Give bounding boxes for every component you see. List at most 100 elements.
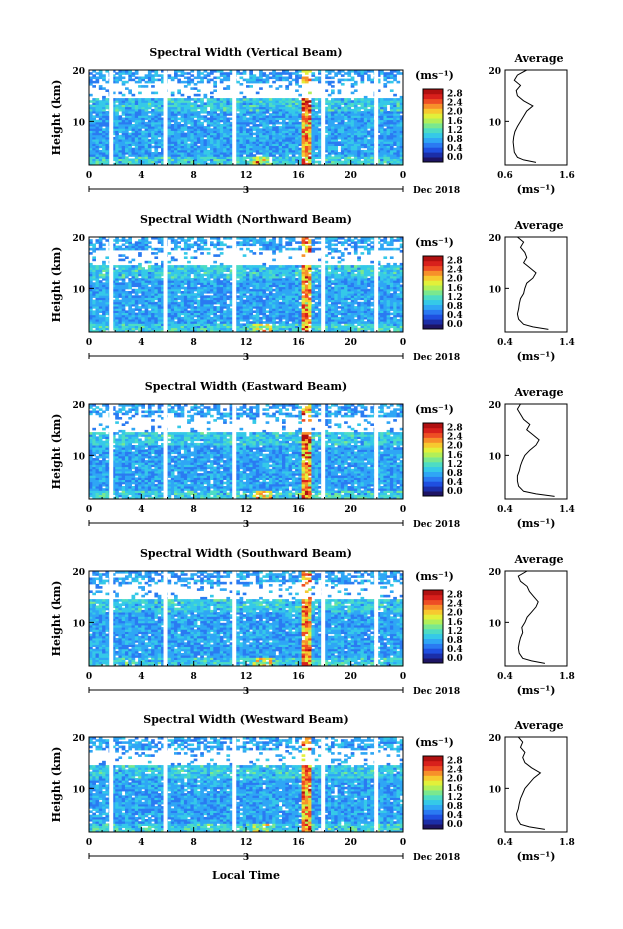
heatmap-cell [144, 80, 149, 84]
heatmap-cell [288, 162, 293, 166]
heatmap-cell [125, 98, 129, 101]
heatmap-cell [399, 145, 404, 149]
heatmap-cell [246, 156, 250, 159]
heatmap-cell [337, 141, 342, 144]
heatmap-cell [206, 295, 211, 298]
heatmap-cell [203, 149, 208, 153]
heatmap-cell [95, 98, 100, 101]
heatmap-cell [265, 162, 270, 166]
heatmap-cell [161, 145, 165, 149]
heatmap-cell [174, 158, 178, 162]
panel-title: Spectral Width (Northward Beam) [140, 213, 352, 226]
heatmap-cell [115, 104, 119, 108]
heatmap-cell [170, 147, 175, 151]
heatmap-cell [236, 152, 240, 155]
heatmap-cell [389, 89, 394, 92]
heatmap-cell [219, 147, 224, 151]
heatmap-cell [360, 162, 365, 166]
heatmap-cell [157, 145, 162, 149]
heatmap-cell [236, 301, 240, 305]
heatmap-cell [167, 74, 172, 77]
heatmap-cell [118, 149, 123, 153]
heatmap-cell [138, 76, 142, 80]
heatmap-cell [288, 145, 293, 149]
heatmap-cell [170, 162, 175, 166]
colorbar-bin [423, 113, 443, 119]
heatmap-cell [128, 160, 132, 164]
heatmap-cell [239, 162, 244, 166]
heatmap-cell [239, 156, 244, 159]
heatmap-cell [288, 72, 293, 75]
heatmap-cell [272, 158, 276, 162]
heatmap-cell [203, 126, 208, 129]
heatmap-cell [125, 156, 129, 159]
heatmap-cell [111, 162, 116, 166]
heatmap-cell [161, 152, 165, 155]
heatmap-cell [151, 154, 155, 157]
heatmap-cell [190, 147, 195, 151]
colorbar-bin [423, 103, 443, 109]
heatmap-cell [239, 152, 244, 155]
heatmap-cell [396, 145, 401, 149]
heatmap-cell [255, 124, 260, 127]
heatmap-cell [308, 78, 312, 82]
heatmap-cell [219, 160, 224, 164]
heatmap-cell [210, 295, 214, 298]
heatmap-cell [278, 85, 283, 88]
heatmap-cell [363, 321, 368, 324]
heatmap-cell [275, 149, 280, 153]
heatmap-cell [141, 156, 145, 159]
heatmap-cell [213, 154, 217, 157]
heatmap-cell [344, 78, 348, 82]
heatmap-cell [180, 154, 185, 157]
heatmap-cell [102, 95, 106, 99]
heatmap-cell [174, 154, 178, 157]
heatmap-cell [226, 162, 231, 166]
heatmap-cell [242, 160, 247, 164]
heatmap-cell [242, 299, 247, 303]
heatmap-cell [229, 158, 234, 162]
heatmap-cell [367, 130, 371, 134]
heatmap-cell [141, 152, 145, 155]
heatmap-cell [141, 160, 145, 164]
heatmap-cell [278, 147, 283, 151]
heatmap-cell [190, 74, 195, 77]
heatmap-cell [183, 160, 188, 164]
heatmap-cell [213, 149, 217, 153]
heatmap-cell [246, 149, 250, 153]
heatmap-cell [157, 139, 162, 142]
heatmap-cell [210, 128, 214, 131]
heatmap-cell [380, 149, 384, 153]
heatmap-cell [363, 160, 368, 164]
heatmap-cell [236, 149, 240, 153]
heatmap-cell [259, 145, 263, 149]
heatmap-cell [187, 310, 191, 313]
heatmap-cell [177, 74, 181, 77]
heatmap-cell [98, 162, 103, 166]
heatmap-cell [298, 162, 302, 166]
heatmap-cell [187, 154, 191, 157]
heatmap-cell [223, 156, 227, 159]
heatmap-cell [360, 111, 365, 114]
heatmap-cell [282, 160, 286, 164]
heatmap-cell [282, 156, 286, 159]
heatmap-cell [111, 158, 116, 162]
heatmap-cell [216, 113, 221, 116]
heatmap-cell [399, 162, 404, 166]
heatmap-cell [265, 74, 270, 77]
heatmap-cell [360, 149, 365, 153]
heatmap-cell [252, 136, 257, 140]
heatmap-cell [128, 89, 132, 92]
heatmap-cell [95, 72, 100, 75]
heatmap-cell [121, 149, 126, 153]
heatmap-cell [216, 323, 221, 326]
x-tick-label: 0 [400, 171, 406, 181]
heatmap-cell [121, 145, 126, 149]
heatmap-cell [278, 162, 283, 166]
heatmap-cell [213, 158, 217, 162]
heatmap-cell [229, 160, 234, 164]
heatmap-cell [246, 98, 250, 101]
heatmap-cell [314, 147, 319, 151]
heatmap-cell [226, 117, 231, 121]
heatmap-cell [363, 156, 368, 159]
